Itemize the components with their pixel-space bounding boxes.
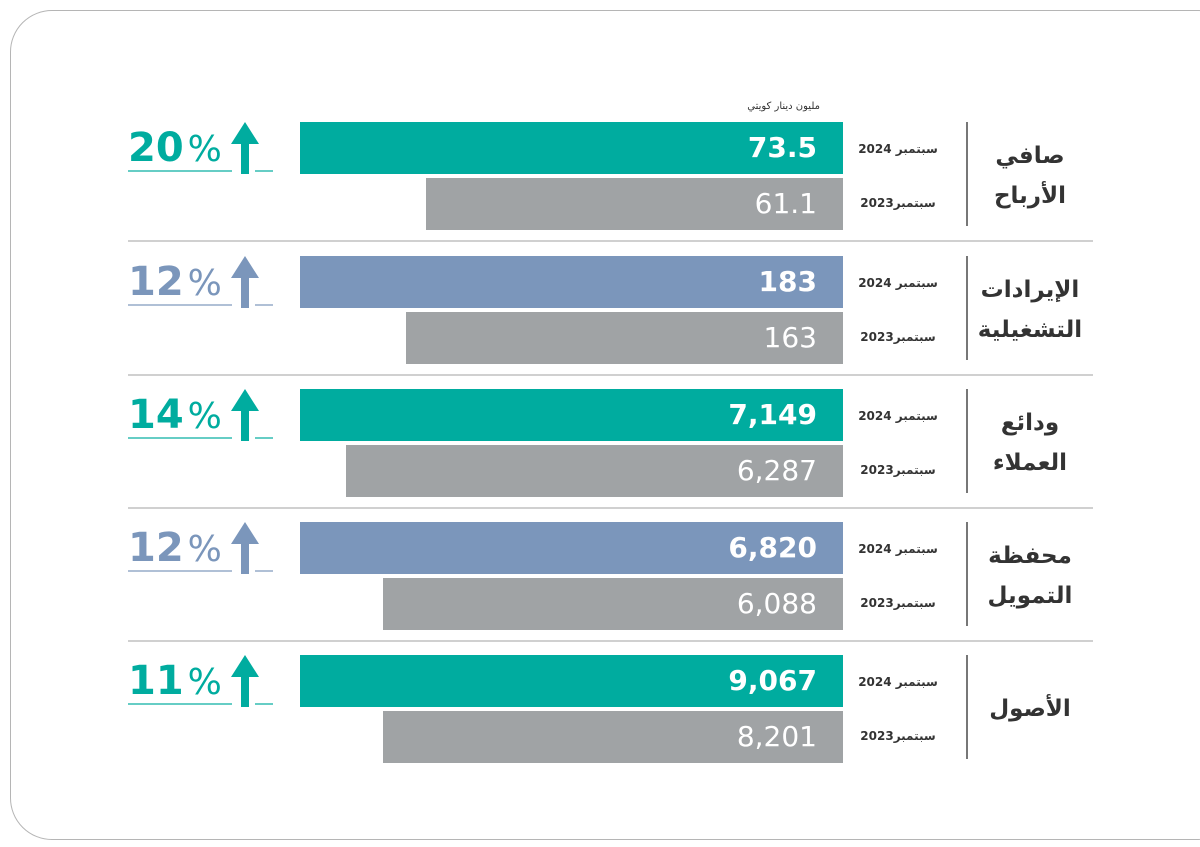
- up-arrow-icon: [231, 389, 259, 441]
- up-arrow-icon: [231, 122, 259, 174]
- value-2023: 163: [763, 321, 817, 354]
- change-value: 12: [128, 525, 184, 571]
- change-percent: 12%: [128, 522, 222, 576]
- underline: [128, 703, 232, 705]
- change-percent: 11%: [128, 655, 222, 709]
- underline: [255, 703, 273, 705]
- percent-sign: %: [187, 662, 222, 703]
- period-label-2024: سبتمبر 2024: [858, 276, 938, 290]
- bar-2023: 6,088: [383, 578, 843, 630]
- bar-2024: 9,067: [300, 655, 843, 707]
- underline: [128, 170, 232, 172]
- underline: [128, 437, 232, 439]
- metric-row: 14% 7,149 6,287 سبتمبر 2024 سبتمبر2023 و…: [0, 389, 1200, 509]
- value-2023: 8,201: [736, 720, 817, 753]
- percent-sign: %: [187, 529, 222, 570]
- percent-sign: %: [187, 129, 222, 170]
- unit-label: مليون دينار كويتي: [747, 101, 820, 112]
- change-value: 14: [128, 392, 184, 438]
- row-separator: [128, 240, 1093, 242]
- change-percent: 14%: [128, 389, 222, 443]
- divider: [966, 389, 968, 493]
- up-arrow-icon: [231, 522, 259, 574]
- row-separator: [128, 374, 1093, 376]
- period-label-2024: سبتمبر 2024: [858, 542, 938, 556]
- metric-row: 20% 73.5 61.1 سبتمبر 2024 سبتمبر2023 صاف…: [0, 122, 1200, 242]
- bar-2024: 6,820: [300, 522, 843, 574]
- change-percent: 20%: [128, 122, 222, 176]
- metric-row: 12% 183 163 سبتمبر 2024 سبتمبر2023 الإير…: [0, 256, 1200, 376]
- row-separator: [128, 507, 1093, 509]
- underline: [255, 170, 273, 172]
- underline: [255, 570, 273, 572]
- bar-2024: 7,149: [300, 389, 843, 441]
- value-2024: 6,820: [728, 531, 817, 564]
- bar-2024: 183: [300, 256, 843, 308]
- percent-sign: %: [187, 263, 222, 304]
- change-value: 20: [128, 125, 184, 171]
- period-label-2023: سبتمبر2023: [860, 596, 936, 610]
- period-label-2023: سبتمبر2023: [860, 330, 936, 344]
- bar-2023: 8,201: [383, 711, 843, 763]
- value-2023: 61.1: [754, 187, 817, 220]
- value-2024: 7,149: [728, 398, 817, 431]
- change-percent: 12%: [128, 256, 222, 310]
- period-label-2024: سبتمبر 2024: [858, 675, 938, 689]
- divider: [966, 655, 968, 759]
- metric-title: محفظة التمويل: [987, 543, 1073, 609]
- underline: [128, 304, 232, 306]
- bar-2023: 61.1: [426, 178, 843, 230]
- percent-sign: %: [187, 396, 222, 437]
- value-2024: 9,067: [728, 664, 817, 697]
- bar-2023: 6,287: [346, 445, 843, 497]
- value-2023: 6,287: [736, 454, 817, 487]
- metric-title: الأصول: [989, 696, 1071, 722]
- period-label-2024: سبتمبر 2024: [858, 142, 938, 156]
- metric-row: 11% 9,067 8,201 سبتمبر 2024 سبتمبر2023 ا…: [0, 655, 1200, 765]
- divider: [966, 522, 968, 626]
- metric-title: صافي الأرباح: [993, 143, 1067, 209]
- underline: [128, 570, 232, 572]
- bar-2024: 73.5: [300, 122, 843, 174]
- change-value: 12: [128, 259, 184, 305]
- value-2024: 183: [758, 265, 817, 298]
- change-value: 11: [128, 658, 184, 704]
- bar-2023: 163: [406, 312, 843, 364]
- value-2024: 73.5: [747, 131, 817, 164]
- period-label-2023: سبتمبر2023: [860, 729, 936, 743]
- period-label-2023: سبتمبر2023: [860, 196, 936, 210]
- value-2023: 6,088: [736, 587, 817, 620]
- up-arrow-icon: [231, 655, 259, 707]
- period-label-2024: سبتمبر 2024: [858, 409, 938, 423]
- underline: [255, 304, 273, 306]
- metric-title: الإيرادات التشغيلية: [977, 277, 1083, 343]
- underline: [255, 437, 273, 439]
- divider: [966, 122, 968, 226]
- period-label-2023: سبتمبر2023: [860, 463, 936, 477]
- row-separator: [128, 640, 1093, 642]
- metric-title: ودائع العملاء: [992, 410, 1068, 476]
- frame: [10, 10, 1200, 840]
- metric-row: 12% 6,820 6,088 سبتمبر 2024 سبتمبر2023 م…: [0, 522, 1200, 642]
- divider: [966, 256, 968, 360]
- up-arrow-icon: [231, 256, 259, 308]
